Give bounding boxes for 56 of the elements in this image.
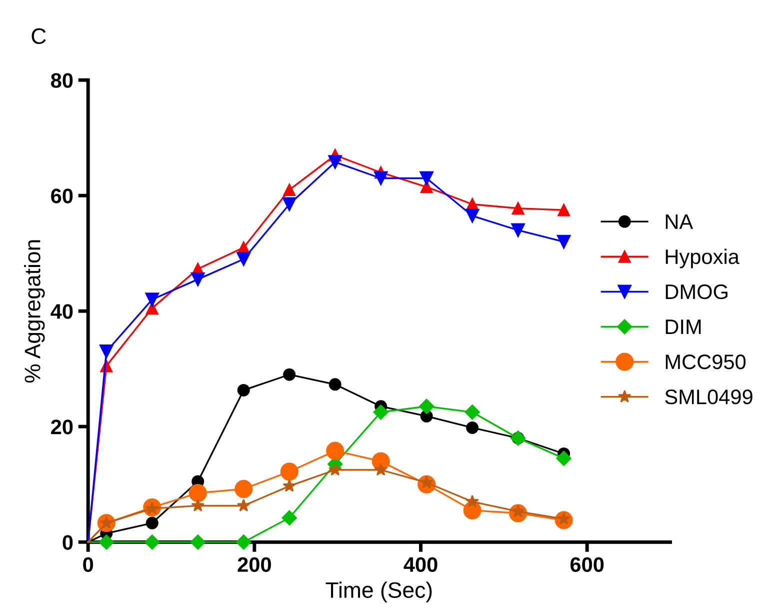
chart-title: C <box>32 28 46 44</box>
point <box>556 234 571 249</box>
y-tick-label: 20 <box>51 420 73 434</box>
point <box>237 384 250 396</box>
point <box>420 171 434 186</box>
point <box>146 516 158 530</box>
legend-label: NA <box>666 214 694 229</box>
point <box>556 450 572 466</box>
legend-label: MCC950 <box>666 354 746 370</box>
y-axis-title: % Aggregation <box>24 240 45 383</box>
point <box>144 534 160 550</box>
point <box>145 292 160 306</box>
point <box>373 404 388 420</box>
point <box>282 479 296 492</box>
point <box>98 534 114 550</box>
legend-label: DIM <box>666 320 701 334</box>
point <box>328 155 342 170</box>
point <box>283 184 296 196</box>
point <box>283 368 296 381</box>
x-tick-label: 200 <box>238 557 271 572</box>
point <box>190 534 206 550</box>
point <box>464 404 480 420</box>
point <box>190 272 205 286</box>
y-tick-label: 0 <box>62 535 73 550</box>
point <box>188 484 207 502</box>
point <box>512 202 524 215</box>
x-tick-label: 600 <box>570 557 604 572</box>
point <box>465 208 480 223</box>
x-tick-label: 0 <box>83 557 94 572</box>
y-tick-label: 80 <box>50 73 73 88</box>
y-tick-label: 60 <box>51 188 73 204</box>
point <box>328 462 342 476</box>
point <box>236 534 252 550</box>
legend-label: DMOG <box>666 284 728 300</box>
point <box>236 498 250 512</box>
point <box>419 398 434 414</box>
point <box>466 421 479 434</box>
point <box>328 378 342 391</box>
point <box>558 204 570 216</box>
point <box>280 462 298 481</box>
point <box>326 442 344 460</box>
point <box>374 462 388 476</box>
point <box>234 480 253 498</box>
legend-label: SML0499 <box>665 390 752 404</box>
point <box>191 498 205 512</box>
y-tick-label: 40 <box>50 304 73 319</box>
legend-label: Hypoxia <box>666 248 740 268</box>
x-axis-title: Time (Sec) <box>326 582 432 602</box>
point <box>466 494 479 508</box>
point <box>236 252 251 266</box>
point <box>511 223 525 238</box>
point <box>374 171 388 186</box>
x-tick-label: 400 <box>404 557 438 572</box>
point <box>99 344 114 358</box>
point <box>282 197 296 212</box>
point <box>282 510 297 526</box>
